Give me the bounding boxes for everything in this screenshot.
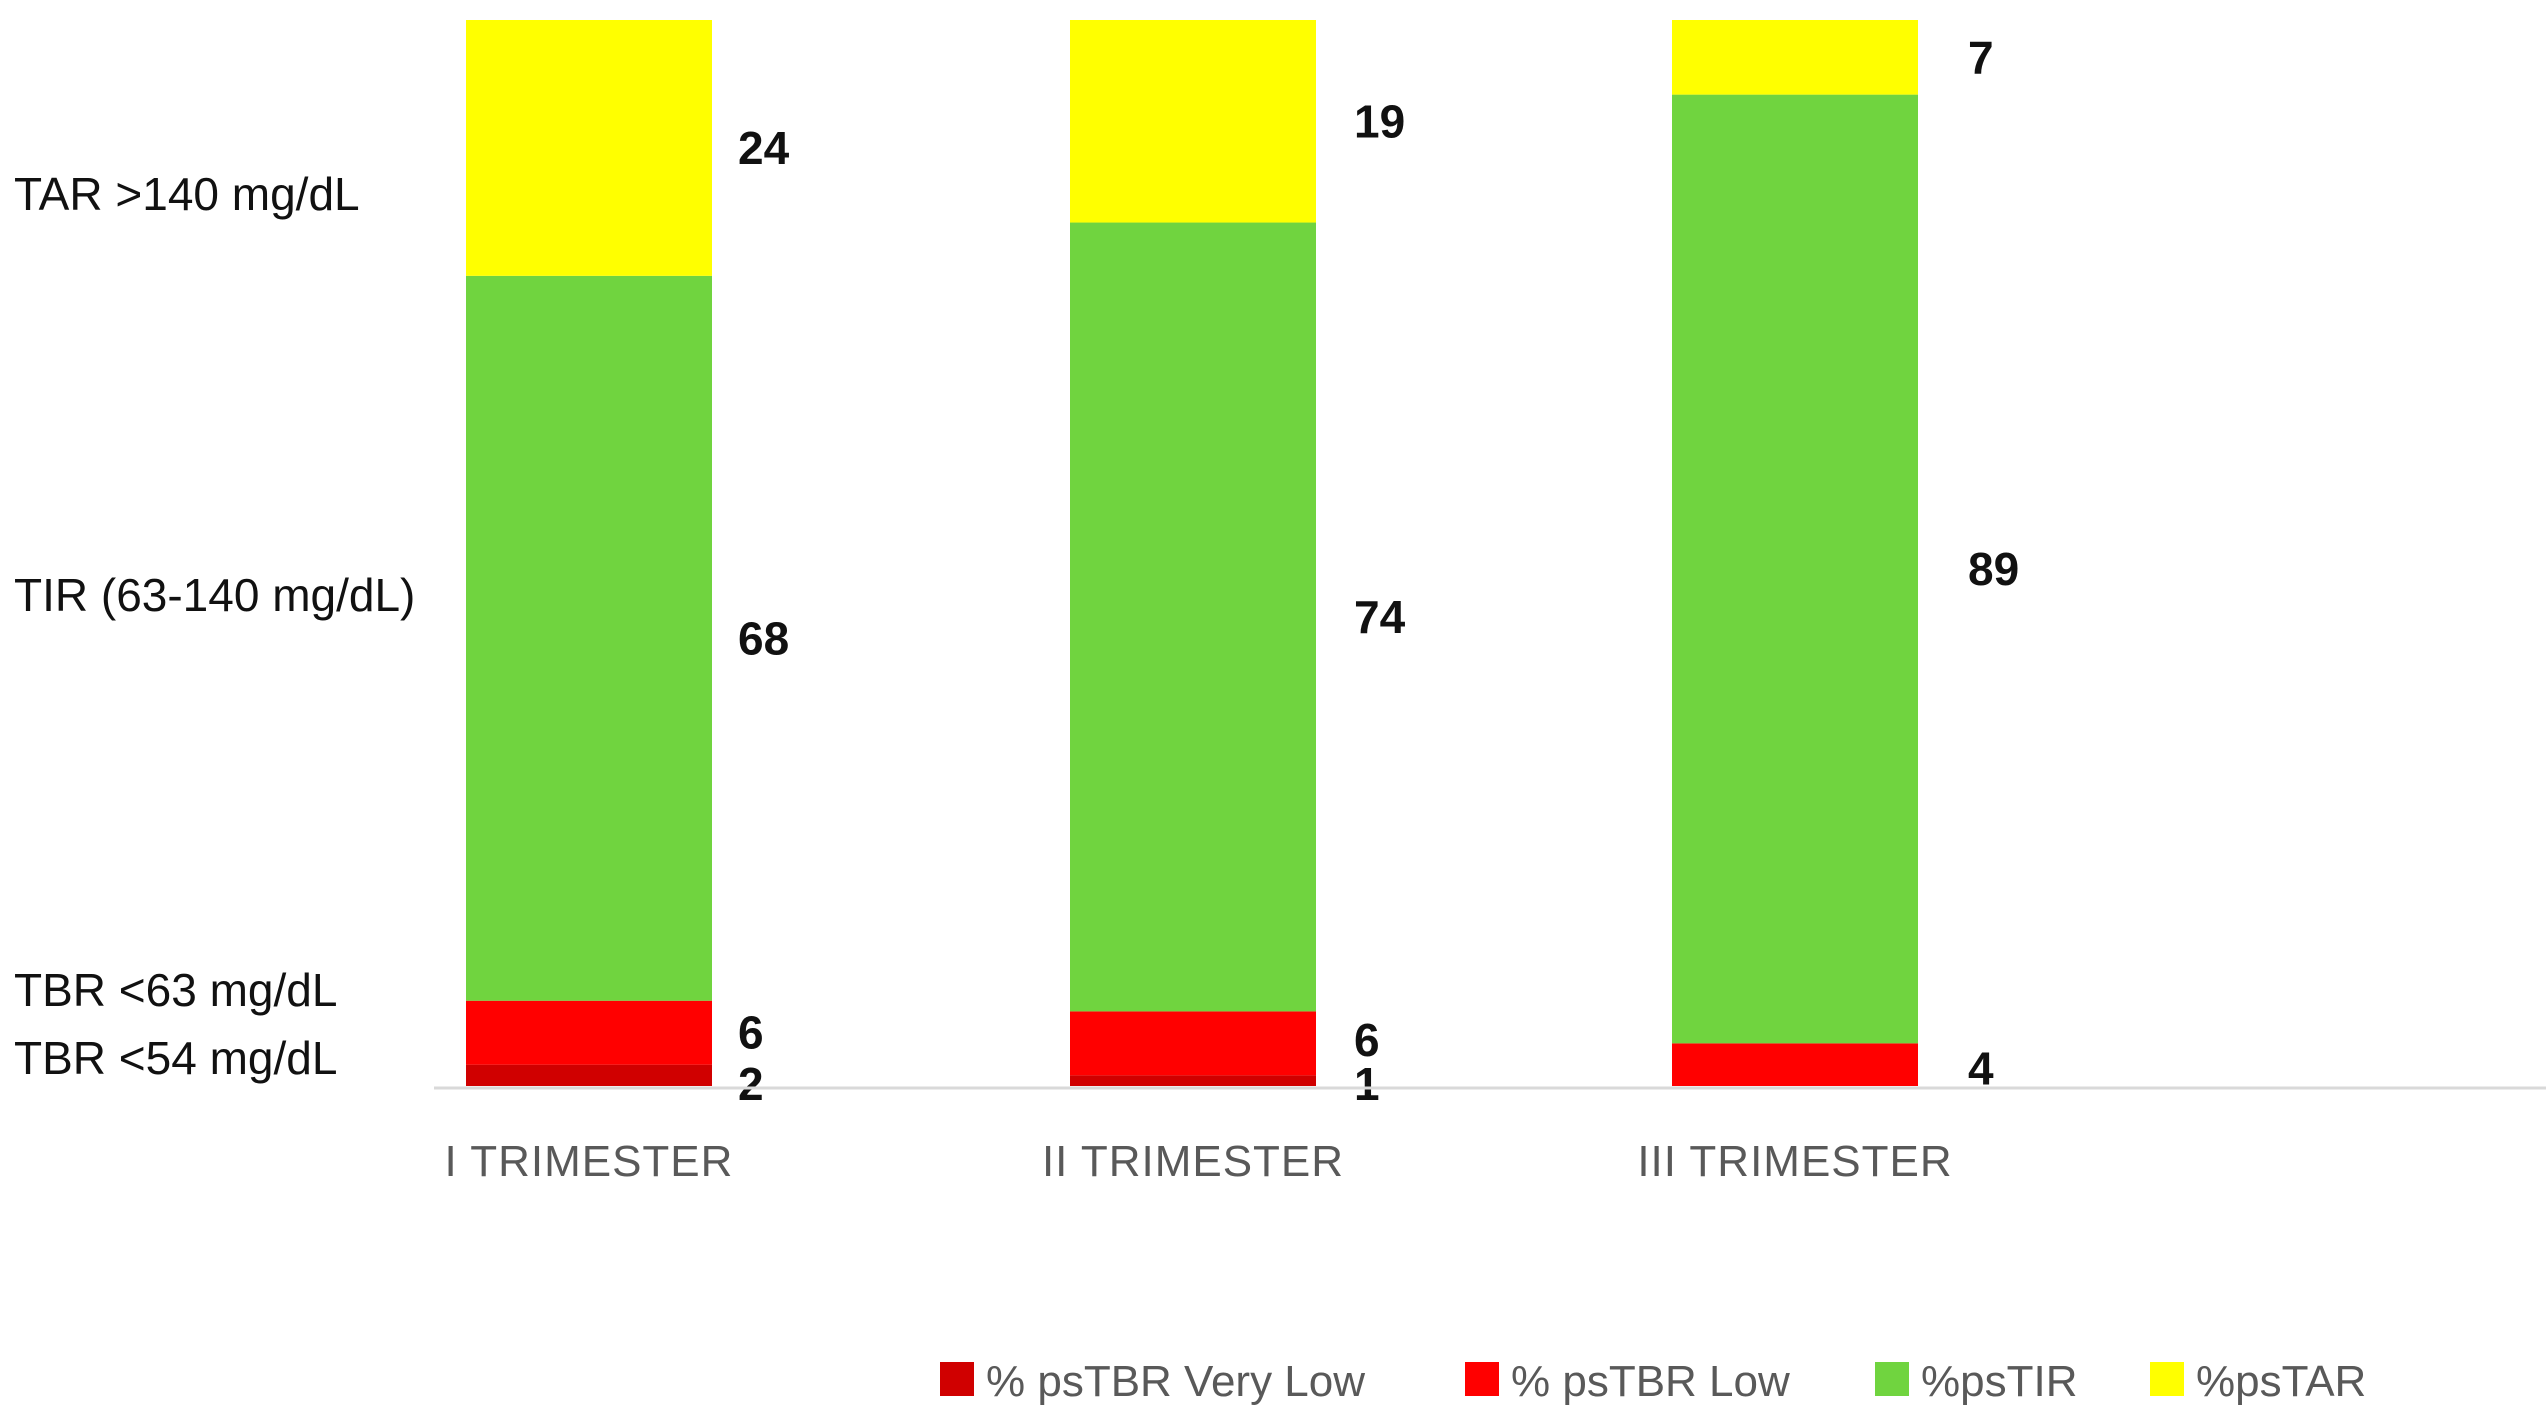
bar-ii-trimester-pstbr-low xyxy=(1070,1011,1316,1076)
value-label-i-trimester-pstir: 68 xyxy=(738,612,789,664)
legend-swatch-pstar xyxy=(2150,1362,2184,1396)
bar-i-trimester-pstir xyxy=(466,275,712,1001)
bar-i-trimester-pstbr-very-low xyxy=(466,1064,712,1086)
bars xyxy=(466,20,1918,1086)
bar-ii-trimester-pstir xyxy=(1070,222,1316,1012)
value-label-i-trimester-pstar: 24 xyxy=(738,122,790,174)
bar-i-trimester-pstbr-low xyxy=(466,1000,712,1065)
legend-item-pstbr-low: % psTBR Low xyxy=(1465,1357,1790,1406)
bar-i-trimester-pstar xyxy=(466,20,712,276)
legend-swatch-pstir xyxy=(1875,1362,1909,1396)
value-label-ii-trimester-pstbr-low: 6 xyxy=(1354,1014,1380,1066)
legend-swatch-pstbr-low xyxy=(1465,1362,1499,1396)
legend-item-pstbr-very-low: % psTBR Very Low xyxy=(940,1357,1365,1406)
category-labels: I TRIMESTER II TRIMESTER III TRIMESTER xyxy=(445,1137,1952,1186)
category-label-ii-trimester: II TRIMESTER xyxy=(1042,1137,1344,1186)
bar-ii-trimester-pstbr-very-low xyxy=(1070,1075,1316,1086)
value-label-iii-trimester-pstar: 7 xyxy=(1968,31,1994,83)
range-label-tbr-very-low: TBR <54 mg/dL xyxy=(14,1032,337,1084)
legend-label-pstar: %psTAR xyxy=(2196,1357,2366,1406)
legend-swatch-pstbr-very-low xyxy=(940,1362,974,1396)
range-labels: TAR >140 mg/dL TIR (63-140 mg/dL) TBR <6… xyxy=(14,168,415,1084)
value-label-ii-trimester-pstar: 19 xyxy=(1354,95,1405,147)
value-label-ii-trimester-pstir: 74 xyxy=(1354,591,1406,643)
legend-label-pstir: %psTIR xyxy=(1921,1357,2077,1406)
bar-ii-trimester-pstar xyxy=(1070,20,1316,223)
value-label-i-trimester-pstbr-very-low: 2 xyxy=(738,1058,764,1110)
category-label-iii-trimester: III TRIMESTER xyxy=(1637,1137,1952,1186)
value-label-i-trimester-pstbr-low: 6 xyxy=(738,1007,764,1059)
legend: % psTBR Very Low % psTBR Low %psTIR %psTAR xyxy=(940,1357,2366,1406)
legend-item-pstar: %psTAR xyxy=(2150,1357,2366,1406)
range-label-tar: TAR >140 mg/dL xyxy=(14,168,360,220)
bar-iii-trimester-pstar xyxy=(1672,20,1918,95)
range-label-tbr-low: TBR <63 mg/dL xyxy=(14,964,337,1016)
category-label-i-trimester: I TRIMESTER xyxy=(445,1137,734,1186)
bar-iii-trimester-pstir xyxy=(1672,94,1918,1044)
range-label-tir: TIR (63-140 mg/dL) xyxy=(14,569,415,621)
legend-label-pstbr-very-low: % psTBR Very Low xyxy=(986,1357,1365,1406)
value-label-iii-trimester-pstir: 89 xyxy=(1968,543,2019,595)
bar-iii-trimester-pstbr-low xyxy=(1672,1043,1918,1086)
legend-label-pstbr-low: % psTBR Low xyxy=(1511,1357,1790,1406)
legend-item-pstir: %psTIR xyxy=(1875,1357,2077,1406)
value-label-ii-trimester-pstbr-very-low: 1 xyxy=(1354,1058,1380,1110)
value-label-iii-trimester-pstbr-low: 4 xyxy=(1968,1043,1994,1095)
